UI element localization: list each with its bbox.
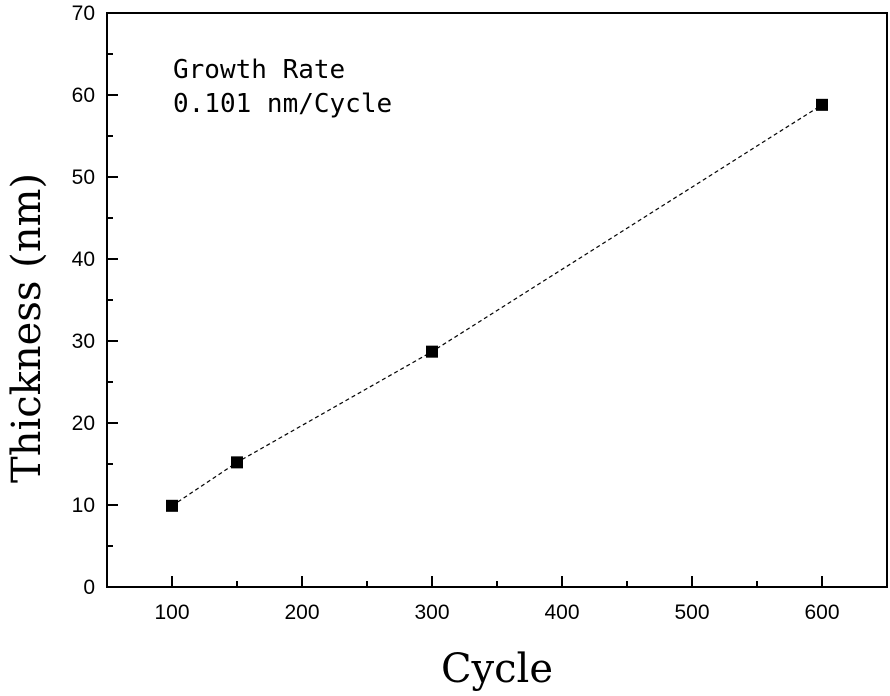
y-tick-label: 40 xyxy=(72,248,95,271)
y-tick-label: 60 xyxy=(72,84,95,107)
data-point-marker xyxy=(231,456,243,469)
data-point-marker xyxy=(816,98,828,111)
x-tick-label: 600 xyxy=(804,601,839,624)
series-line xyxy=(171,104,823,507)
tick-labels: 100 200 300 400 500 600 0 10 20 30 40 50 60 70 xyxy=(72,2,840,624)
y-tick-label: 50 xyxy=(72,166,95,189)
x-tick-label: 500 xyxy=(674,601,709,624)
y-tick-label: 10 xyxy=(72,494,95,517)
annotation-rate-value: 0.101 nm/Cycle xyxy=(173,89,392,119)
x-tick-label: 300 xyxy=(414,601,449,624)
y-tick-label: 30 xyxy=(72,330,95,353)
data-point-marker xyxy=(166,499,178,512)
y-tick-label: 20 xyxy=(72,412,95,435)
axis-ticks xyxy=(107,12,888,588)
y-tick-label: 0 xyxy=(83,576,95,599)
x-tick-label: 400 xyxy=(544,601,579,624)
x-tick-label: 100 xyxy=(154,601,189,624)
series-layer xyxy=(166,98,828,512)
x-tick-label: 200 xyxy=(284,601,319,624)
x-axis-title: Cycle xyxy=(441,646,553,691)
y-tick-label: 70 xyxy=(72,2,95,25)
data-point-marker xyxy=(426,345,438,358)
annotation-growth-rate: Growth Rate xyxy=(173,55,345,85)
y-axis-title: Thickness (nm) xyxy=(4,173,50,483)
